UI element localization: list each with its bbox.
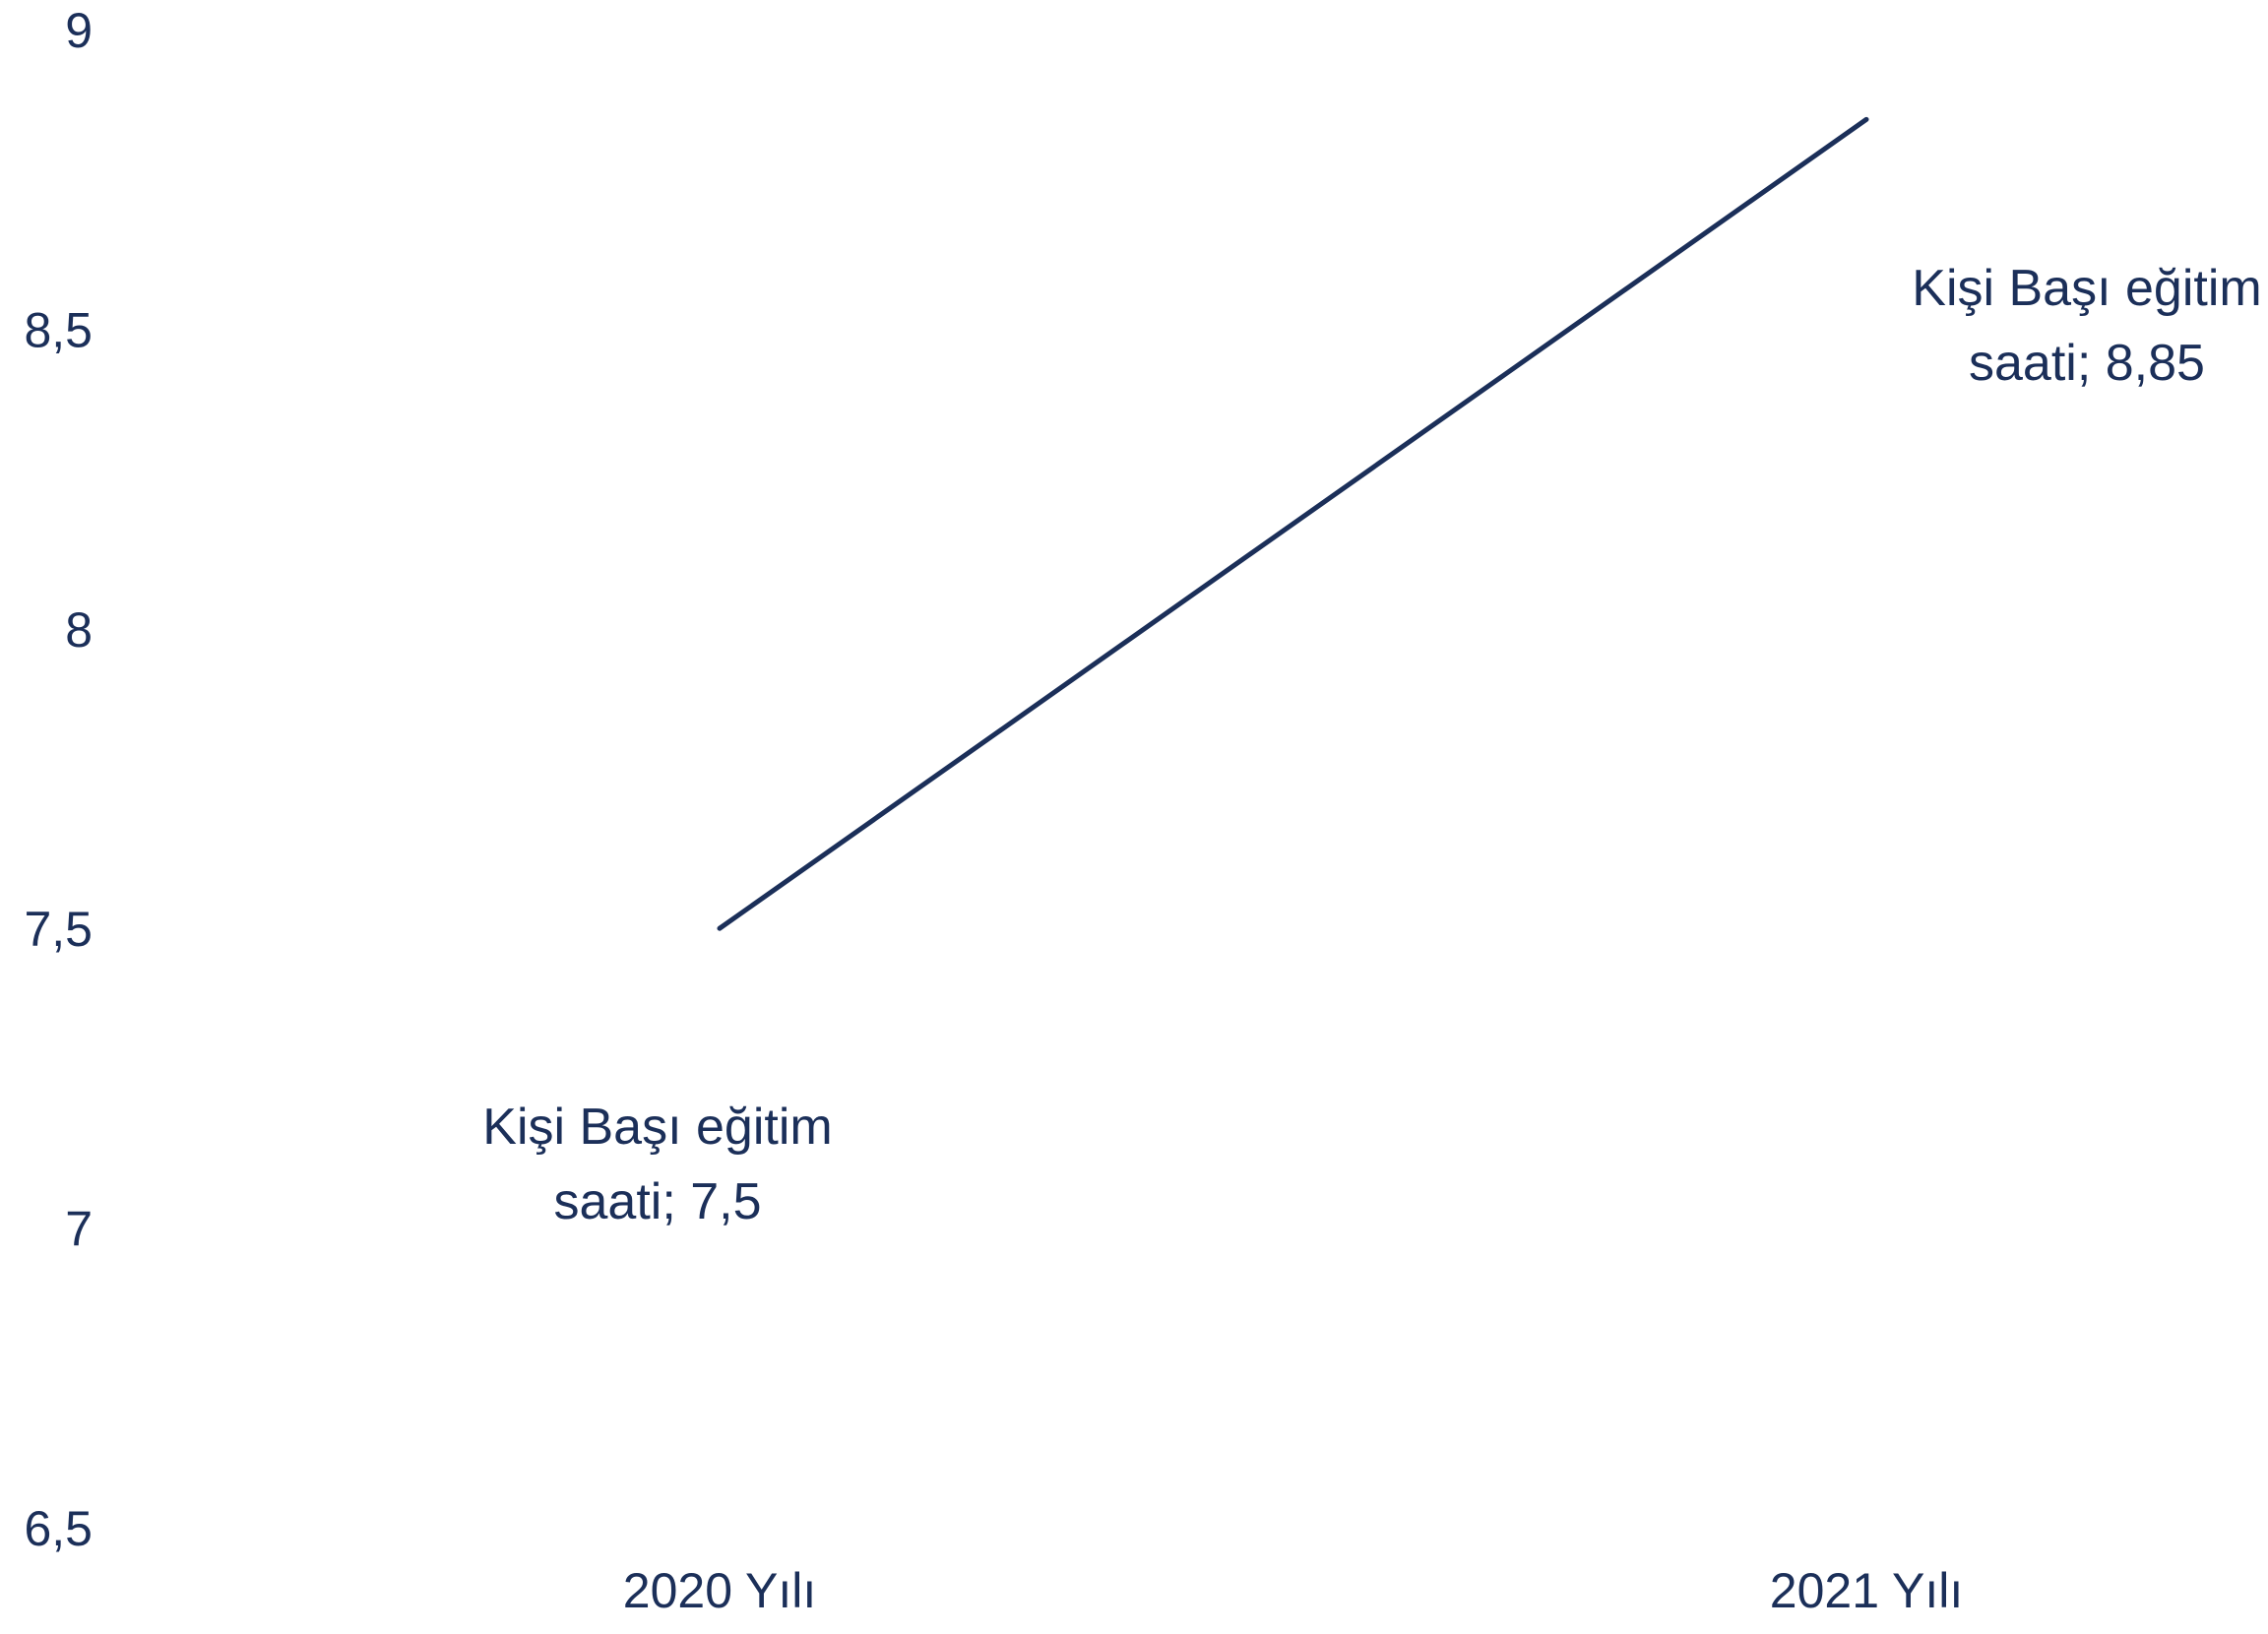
series-layer <box>717 116 1869 931</box>
data-label-line: Kişi Başı eğitim <box>482 1099 832 1156</box>
y-tick-label: 6,5 <box>24 1501 93 1556</box>
data-label-line: saati; 7,5 <box>553 1173 761 1230</box>
x-tick-label: 2020 Yılı <box>623 1563 816 1618</box>
y-tick-label: 9 <box>65 3 93 58</box>
data-label-line: Kişi Başı eğitim <box>1912 260 2261 317</box>
y-tick-label: 8 <box>65 602 93 658</box>
x-axis: 2020 Yılı 2021 Yılı <box>623 1563 1963 1618</box>
y-tick-label: 7 <box>65 1202 93 1257</box>
y-tick-label: 8,5 <box>24 302 93 357</box>
data-label: Kişi Başı eğitim saati; 7,5 <box>482 1099 832 1230</box>
y-tick-label: 7,5 <box>24 902 93 957</box>
data-label: Kişi Başı eğitim saati; 8,85 <box>1912 260 2261 392</box>
data-label-line: saati; 8,85 <box>1969 335 2205 392</box>
series-line <box>717 116 1869 931</box>
y-axis: 6,5 7 7,5 8 8,5 9 <box>24 3 93 1556</box>
x-tick-label: 2021 Yılı <box>1770 1563 1963 1618</box>
